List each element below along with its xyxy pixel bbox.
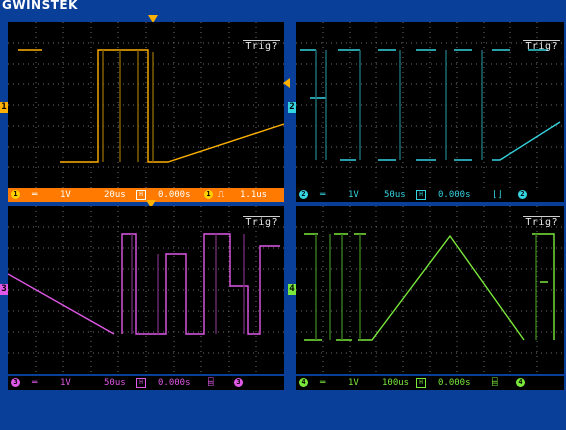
waveform-svg-ch4: [296, 206, 564, 374]
status-bar-ch1[interactable]: 1 ═ 1V 20us H 0.000s 1 ⎍ 1.1us: [8, 188, 284, 202]
position-ch4: 0.000s: [438, 378, 471, 388]
waveform-trace-ch3: [8, 233, 280, 335]
time-div-ch3: 50us: [104, 378, 126, 388]
timebase-icon: H: [416, 378, 426, 388]
trigger-edge-icon: ⌊⌋: [492, 190, 503, 200]
waveform-ghost-ch2: [315, 50, 483, 160]
channel-4-badge-icon: 4: [299, 378, 308, 387]
channel-3-marker-icon[interactable]: 3: [0, 284, 8, 295]
extra-value-ch1: 1.1us: [240, 190, 268, 200]
trigger-source-icon: 1: [204, 190, 213, 199]
trigger-source-icon: 4: [516, 378, 525, 387]
oscilloscope-panel-ch3: Trig? 3 3 ═ 1V 50us H 0.000s ⌸ 3: [0, 200, 284, 398]
trigger-status-label: Trig?: [243, 216, 280, 228]
trigger-edge-icon: ⎍: [218, 190, 225, 200]
waveform-trace-ch2: [300, 49, 561, 161]
trigger-level-icon[interactable]: [283, 78, 290, 88]
trigger-edge-icon: ⌸: [208, 378, 214, 388]
time-div-ch2: 50us: [384, 190, 406, 200]
timebase-icon: H: [136, 378, 146, 388]
status-bar-ch2[interactable]: 2 ═ 1V 50us H 0.000s ⌊⌋ 2: [296, 188, 564, 202]
trigger-position-icon: [148, 15, 158, 23]
dc-coupling-icon: ═: [320, 190, 326, 200]
waveform-svg-ch2: [296, 22, 564, 188]
waveform-svg-ch3: [8, 206, 284, 374]
trigger-edge-icon: ⌸: [492, 378, 498, 388]
waveform-trace-ch1: [18, 49, 284, 163]
channel-2-marker-icon[interactable]: 2: [288, 102, 296, 113]
dc-coupling-icon: ═: [32, 190, 38, 200]
dc-coupling-icon: ═: [320, 378, 326, 388]
volts-div-ch3: 1V: [60, 378, 71, 388]
channel-2-badge-icon: 2: [299, 190, 308, 199]
volts-div-ch4: 1V: [348, 378, 359, 388]
timebase-icon: H: [416, 190, 426, 200]
position-ch1: 0.000s: [158, 190, 191, 200]
waveform-ghost-ch1: [102, 50, 154, 162]
time-div-ch4: 100us: [382, 378, 410, 388]
trigger-position-icon: [146, 200, 156, 208]
volts-div-ch2: 1V: [348, 190, 359, 200]
position-ch3: 0.000s: [158, 378, 191, 388]
trigger-source-icon: 2: [518, 190, 527, 199]
brand-logo: GWINSTEK: [2, 0, 78, 12]
status-bar-ch3[interactable]: 3 ═ 1V 50us H 0.000s ⌸ 3: [8, 376, 284, 390]
waveform-screen-ch1[interactable]: Trig?: [8, 22, 284, 188]
timebase-icon: H: [136, 190, 146, 200]
waveform-svg-ch1: [8, 22, 284, 188]
waveform-ghost-ch3: [131, 234, 245, 334]
channel-4-marker-icon[interactable]: 4: [288, 284, 296, 295]
oscilloscope-panel-ch1: Trig? 1 1 ═ 1V 20us H 0.000s 1 ⎍ 1.1us: [0, 10, 290, 204]
channel-1-marker-icon[interactable]: 1: [0, 102, 8, 113]
channel-1-badge-icon: 1: [11, 190, 20, 199]
trigger-status-label: Trig?: [243, 40, 280, 52]
time-div-ch1: 20us: [104, 190, 126, 200]
waveform-ghost-ch4: [315, 234, 537, 340]
volts-div-ch1: 1V: [60, 190, 71, 200]
channel-3-badge-icon: 3: [11, 378, 20, 387]
status-bar-ch4[interactable]: 4 ═ 1V 100us H 0.000s ⌸ 4: [296, 376, 564, 390]
trigger-status-label: Trig?: [523, 216, 560, 228]
trigger-source-icon: 3: [234, 378, 243, 387]
position-ch2: 0.000s: [438, 190, 471, 200]
waveform-screen-ch4[interactable]: Trig?: [296, 206, 564, 374]
oscilloscope-panel-ch4: Trig? 4 4 ═ 1V 100us H 0.000s ⌸ 4: [288, 206, 564, 398]
trigger-status-label: Trig?: [523, 40, 560, 52]
waveform-screen-ch2[interactable]: Trig?: [296, 22, 564, 188]
dc-coupling-icon: ═: [32, 378, 38, 388]
oscilloscope-panel-ch2: Trig? 2 2 ═ 1V 50us H 0.000s ⌊⌋ 2: [288, 10, 564, 204]
waveform-screen-ch3[interactable]: Trig?: [8, 206, 284, 374]
